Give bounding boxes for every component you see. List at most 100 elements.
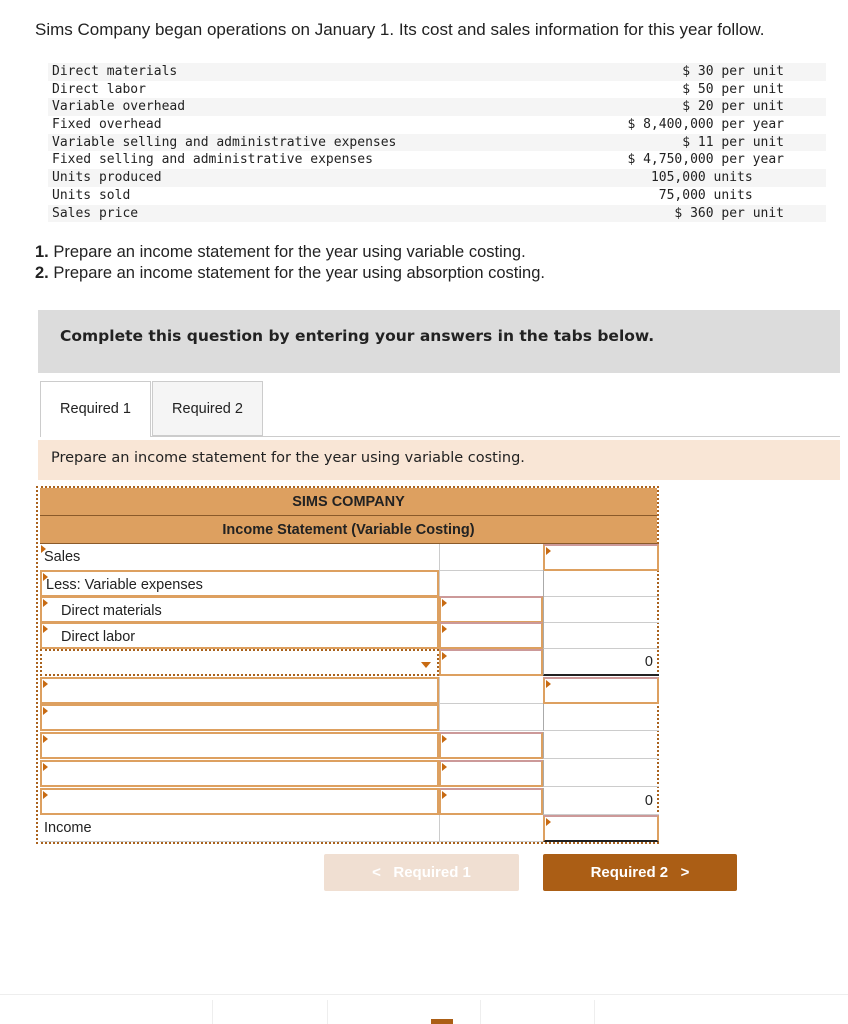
input-marker-icon bbox=[442, 625, 447, 633]
total-field bbox=[543, 732, 659, 759]
tab-required-2[interactable]: Required 2 bbox=[152, 381, 263, 436]
grid-icon bbox=[431, 1019, 453, 1024]
company-name: SIMS COMPANY bbox=[40, 488, 657, 516]
fact-row: Fixed selling and administrative expense… bbox=[48, 151, 826, 169]
amount-field bbox=[439, 544, 543, 571]
label-field[interactable] bbox=[40, 704, 439, 731]
fact-value: $ 8,400,000 per year bbox=[627, 117, 784, 133]
footer-divider bbox=[0, 994, 848, 995]
label-field: Sales bbox=[40, 544, 439, 571]
input-marker-icon bbox=[442, 763, 447, 771]
amount-field[interactable] bbox=[439, 760, 543, 787]
statement-row bbox=[40, 760, 659, 787]
fact-row: Direct materials $ 30 per unit bbox=[48, 63, 826, 81]
fact-row: Fixed overhead $ 8,400,000 per year bbox=[48, 116, 826, 134]
total-field bbox=[543, 622, 659, 649]
fact-label: Units sold bbox=[52, 187, 131, 203]
chevron-left-icon: < bbox=[372, 864, 394, 881]
statement-row: Sales bbox=[40, 544, 659, 571]
statement-row: Income bbox=[40, 815, 659, 842]
total-field: 0 bbox=[543, 788, 659, 815]
statement-row: 0 bbox=[40, 788, 659, 815]
label-field[interactable]: Direct labor bbox=[40, 622, 439, 649]
input-marker-icon bbox=[43, 599, 48, 607]
requirement-1: 1. Prepare an income statement for the y… bbox=[35, 242, 545, 263]
fact-label: Direct labor bbox=[52, 81, 146, 97]
prev-label: Required 1 bbox=[393, 864, 471, 881]
cost-data-table: Direct materials $ 30 per unit Direct lab… bbox=[48, 63, 826, 223]
total-field bbox=[543, 760, 659, 787]
fact-label: Fixed overhead bbox=[52, 117, 162, 133]
row-label: Less: Variable expenses bbox=[46, 577, 203, 593]
footer-nav-item[interactable] bbox=[212, 1000, 327, 1024]
input-marker-icon bbox=[43, 707, 48, 715]
chevron-right-icon: > bbox=[668, 864, 690, 881]
fact-value: $ 50 per unit bbox=[682, 81, 784, 97]
instruction-banner: Complete this question by entering your … bbox=[38, 310, 840, 373]
requirements-list: 1. Prepare an income statement for the y… bbox=[35, 242, 545, 284]
input-marker-icon bbox=[43, 735, 48, 743]
row-label: Direct labor bbox=[61, 629, 136, 645]
amount-field[interactable] bbox=[439, 788, 543, 815]
total-field[interactable] bbox=[543, 677, 659, 704]
fact-value: 105,000 units bbox=[650, 170, 784, 186]
statement-row bbox=[40, 677, 659, 704]
amount-field bbox=[439, 704, 543, 731]
fact-row: Units sold 75,000 units bbox=[48, 187, 826, 205]
label-field: Income bbox=[40, 815, 439, 842]
fact-label: Sales price bbox=[52, 205, 139, 221]
amount-field[interactable] bbox=[439, 649, 543, 676]
fact-row: Direct labor $ 50 per unit bbox=[48, 81, 826, 99]
label-field[interactable] bbox=[40, 732, 439, 759]
amount-field[interactable] bbox=[439, 596, 543, 623]
fact-value: 75,000 units bbox=[658, 187, 784, 203]
tab-required-1[interactable]: Required 1 bbox=[40, 381, 151, 437]
statement-row bbox=[40, 704, 659, 731]
requirement-2: 2. Prepare an income statement for the y… bbox=[35, 263, 545, 284]
fact-label: Variable selling and administrative expe… bbox=[52, 134, 397, 150]
label-field[interactable] bbox=[40, 677, 439, 704]
fact-value: $ 360 per unit bbox=[674, 205, 784, 221]
input-marker-icon bbox=[442, 791, 447, 799]
input-marker-icon bbox=[546, 818, 551, 826]
prev-required-1-button[interactable]: < Required 1 bbox=[324, 854, 519, 891]
problem-intro: Sims Company began operations on January… bbox=[35, 20, 765, 39]
amount-field bbox=[439, 815, 543, 842]
fact-row: Units produced 105,000 units bbox=[48, 169, 826, 187]
statement-row bbox=[40, 732, 659, 759]
label-field[interactable] bbox=[40, 788, 439, 815]
fact-row: Sales price $ 360 per unit bbox=[48, 204, 826, 223]
label-field[interactable]: Direct materials bbox=[40, 596, 439, 623]
input-marker-icon bbox=[442, 599, 447, 607]
total-field bbox=[543, 596, 659, 623]
row-label: Direct materials bbox=[61, 603, 162, 619]
total-field[interactable] bbox=[543, 815, 659, 842]
statement-row: 0 bbox=[40, 649, 659, 676]
input-marker-icon bbox=[546, 680, 551, 688]
input-marker-icon bbox=[43, 573, 48, 581]
label-field[interactable] bbox=[40, 760, 439, 787]
amount-field bbox=[439, 570, 543, 597]
total-value: 0 bbox=[644, 654, 653, 670]
input-marker-icon bbox=[43, 680, 48, 688]
next-label: Required 2 bbox=[590, 864, 669, 881]
amount-field[interactable] bbox=[439, 622, 543, 649]
fact-value: $ 20 per unit bbox=[682, 99, 784, 115]
footer-nav-item[interactable] bbox=[480, 1000, 595, 1024]
row-label: Income bbox=[44, 820, 92, 836]
next-required-2-button[interactable]: Required 2 > bbox=[543, 854, 737, 891]
account-dropdown[interactable] bbox=[40, 649, 439, 676]
fact-label: Direct materials bbox=[52, 64, 178, 79]
input-marker-icon bbox=[546, 547, 551, 555]
input-marker-icon bbox=[43, 791, 48, 799]
income-statement-form: SIMS COMPANY Income Statement (Variable … bbox=[36, 486, 659, 844]
amount-field bbox=[439, 677, 543, 704]
statement-row: Direct materials bbox=[40, 596, 659, 623]
amount-field[interactable] bbox=[439, 732, 543, 759]
total-value: 0 bbox=[644, 793, 653, 809]
chevron-down-icon[interactable] bbox=[421, 662, 431, 668]
footer-nav-item[interactable] bbox=[327, 1000, 480, 1024]
total-field[interactable] bbox=[543, 544, 659, 571]
fact-value: $ 30 per unit bbox=[682, 64, 784, 79]
input-marker-icon bbox=[43, 625, 48, 633]
